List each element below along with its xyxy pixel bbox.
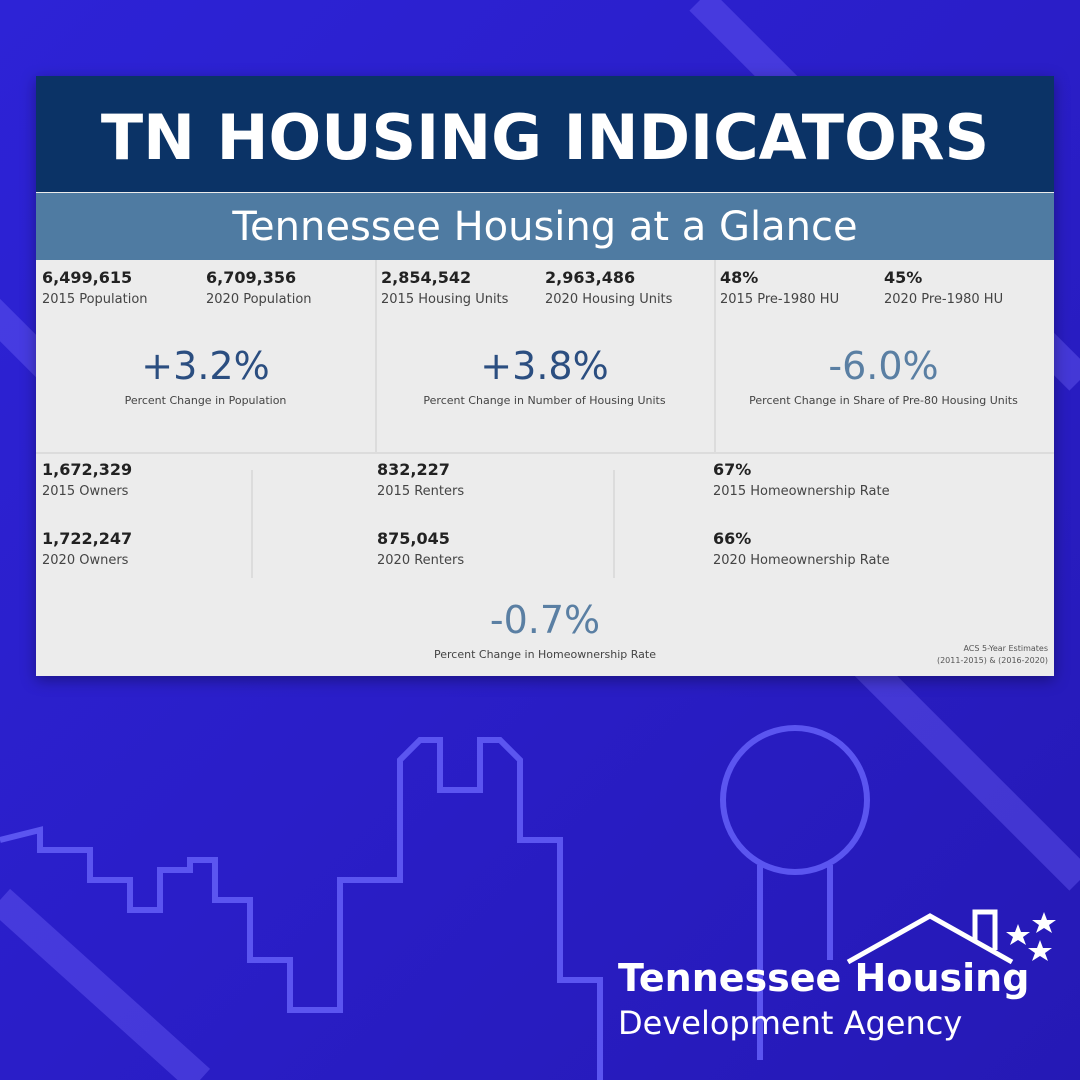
stat-label: 2015 Homeownership Rate <box>713 484 890 499</box>
percent-change-label: Percent Change in Share of Pre-80 Housin… <box>749 394 1018 407</box>
separator <box>613 470 615 578</box>
percent-change-label: Percent Change in Homeownership Rate <box>434 648 656 661</box>
stat-value: 1,672,329 <box>42 460 133 479</box>
stat-label: 2020 Pre-1980 HU <box>884 292 1004 307</box>
percent-change: -0.7% <box>489 598 601 642</box>
stat-value: 2,854,542 <box>381 268 472 287</box>
stat-label: 2020 Owners <box>42 553 129 568</box>
percent-change: -6.0% <box>828 344 939 388</box>
separator <box>375 260 377 452</box>
stat-label: 2020 Housing Units <box>545 292 673 307</box>
stat-label: 2015 Owners <box>42 484 129 499</box>
stat-value: 48% <box>720 268 759 287</box>
stat-value: 6,709,356 <box>206 268 297 287</box>
stat-value: 67% <box>713 460 752 479</box>
source-note: (2011-2015) & (2016-2020) <box>936 656 1048 665</box>
stat-label: 2020 Renters <box>377 553 465 568</box>
logo-name: Tennessee Housing <box>618 956 1030 1000</box>
logo-name: Development Agency <box>618 1004 963 1042</box>
percent-change-label: Percent Change in Population <box>124 394 287 407</box>
percent-change-label: Percent Change in Number of Housing Unit… <box>423 394 666 407</box>
stat-value: 875,045 <box>377 529 450 548</box>
separator <box>251 470 253 578</box>
percent-change: +3.2% <box>141 344 270 388</box>
stat-value: 45% <box>884 268 923 287</box>
stat-value: 66% <box>713 529 752 548</box>
source-note: ACS 5-Year Estimates <box>963 644 1048 653</box>
stat-value: 832,227 <box>377 460 450 479</box>
stat-value: 2,963,486 <box>545 268 636 287</box>
stat-value: 1,722,247 <box>42 529 133 548</box>
stat-label: 2020 Homeownership Rate <box>713 553 890 568</box>
percent-change: +3.8% <box>480 344 609 388</box>
stat-label: 2015 Renters <box>377 484 465 499</box>
dashboard-card: TN HOUSING INDICATORS Tennessee Housing … <box>36 76 1054 676</box>
separator <box>36 452 1054 454</box>
stat-label: 2015 Pre-1980 HU <box>720 292 840 307</box>
stat-label: 2015 Population <box>42 292 148 307</box>
stat-label: 2015 Housing Units <box>381 292 509 307</box>
title: TN HOUSING INDICATORS <box>36 76 1054 192</box>
separator <box>714 260 716 452</box>
stat-value: 6,499,615 <box>42 268 133 287</box>
stat-label: 2020 Population <box>206 292 312 307</box>
subtitle: Tennessee Housing at a Glance <box>36 193 1054 260</box>
